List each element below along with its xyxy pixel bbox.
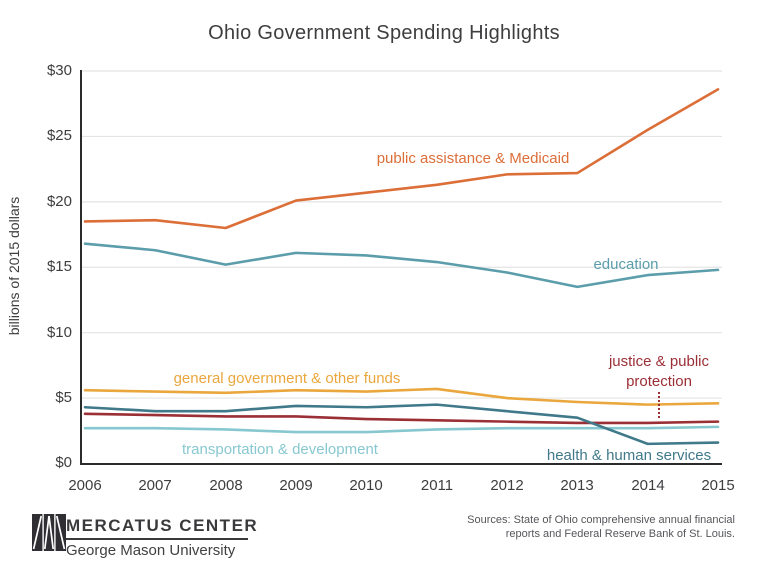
y-tick: $10 bbox=[46, 324, 72, 341]
series-label-justice: justice & public protection bbox=[608, 353, 710, 390]
sources-note: Sources: State of Ohio comprehensive ann… bbox=[435, 513, 735, 541]
x-tick: 2011 bbox=[420, 477, 454, 494]
x-tick: 2007 bbox=[138, 477, 172, 494]
x-tick: 2008 bbox=[209, 477, 243, 494]
series-label-general-government: general government & other funds bbox=[173, 370, 401, 387]
y-tick: $20 bbox=[46, 193, 72, 210]
justice-leader-line bbox=[658, 392, 660, 418]
sources-line: reports and Federal Reserve Bank of St. … bbox=[505, 528, 735, 540]
y-tick: $5 bbox=[55, 389, 72, 406]
org-name: MERCATUS CENTER bbox=[66, 516, 259, 535]
y-tick: $30 bbox=[46, 62, 72, 79]
series-label-public-assistance: public assistance & Medicaid bbox=[376, 150, 570, 167]
x-tick: 2013 bbox=[560, 477, 594, 494]
sources-line: Sources: State of Ohio comprehensive ann… bbox=[467, 514, 735, 526]
x-tick: 2009 bbox=[279, 477, 313, 494]
y-tick: $15 bbox=[46, 258, 72, 275]
org-rule bbox=[66, 538, 248, 540]
x-tick: 2006 bbox=[68, 477, 102, 494]
series-label-education: education bbox=[593, 256, 659, 273]
series-label-health: health & human services bbox=[546, 447, 712, 464]
chart-title: Ohio Government Spending Highlights bbox=[208, 22, 560, 44]
x-tick: 2010 bbox=[349, 477, 383, 494]
x-tick: 2015 bbox=[701, 477, 735, 494]
y-tick: $0 bbox=[55, 454, 72, 471]
x-tick: 2014 bbox=[631, 477, 665, 494]
series-label-transportation: transportation & development bbox=[182, 441, 378, 458]
org-subtitle: George Mason University bbox=[66, 542, 236, 559]
footer-org: MERCATUS CENTER George Mason University bbox=[66, 516, 266, 559]
mercatus-logo-icon bbox=[32, 514, 66, 551]
x-tick: 2012 bbox=[490, 477, 524, 494]
y-tick: $25 bbox=[46, 127, 72, 144]
